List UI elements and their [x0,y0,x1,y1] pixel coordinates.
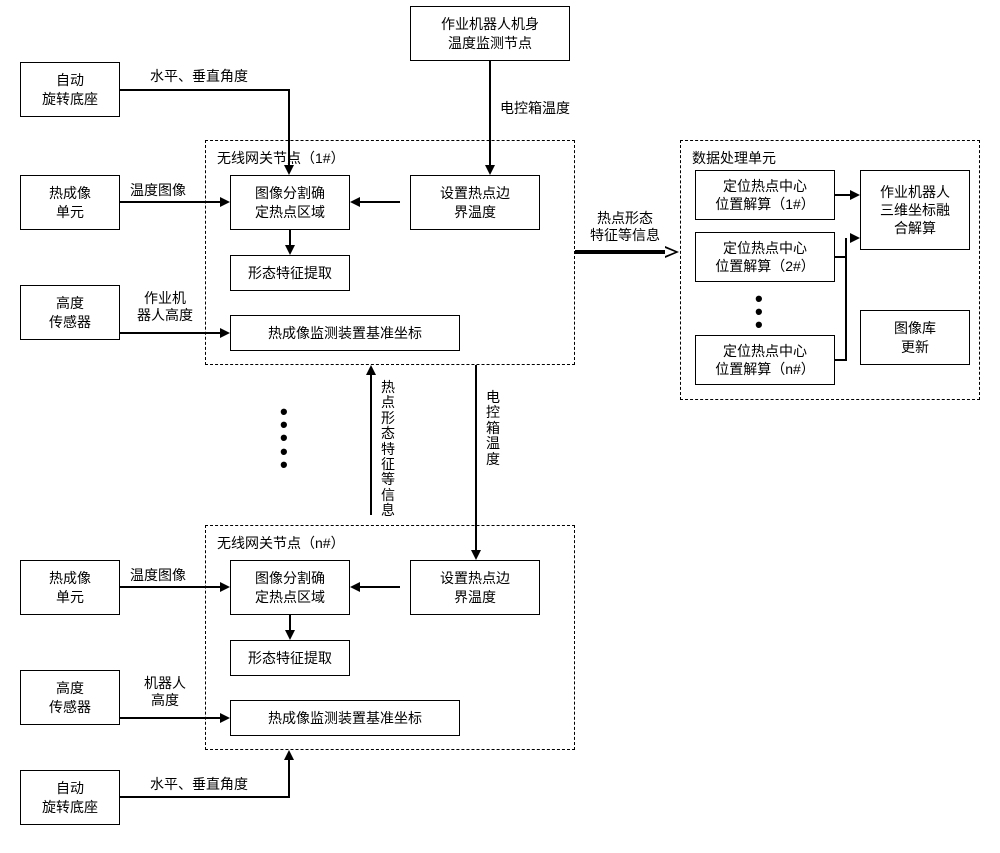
node-dpu-imglib: 图像库更新 [860,310,970,365]
edge-line [575,250,665,254]
node-dpu-pos1: 定位热点中心位置解算（1#） [695,170,835,220]
vdots-dpu: ••• [755,292,763,332]
vdots-gateways: ••••• [280,405,288,471]
node-thermal-unit-n: 热成像单元 [20,560,120,615]
node-auto-rotate-base-1: 自动旋转底座 [20,62,120,117]
node-gn-seg: 图像分割确定热点区域 [230,560,350,615]
edge-temp-img-1-label: 温度图像 [130,182,186,199]
edge-hv-angle-n-label: 水平、垂直角度 [150,776,248,793]
node-g1-settemp: 设置热点边界温度 [410,175,540,230]
edge-ecb-temp-label: 电控箱温度 [500,100,570,117]
arrow-right-icon [220,197,230,207]
node-gn-ref: 热成像监测装置基准坐标 [230,700,460,736]
edge-line [360,201,400,203]
node-dpu-fuse: 作业机器人三维坐标融合解算 [860,170,970,250]
edge-hotspot-info-out-label: 热点形态特征等信息 [580,210,670,244]
arrow-down-icon [284,165,294,175]
edge-line [120,796,290,798]
edge-line [120,717,220,719]
node-height-sensor-n: 高度传感器 [20,670,120,725]
edge-line [289,230,291,245]
node-auto-rotate-base-n: 自动旋转底座 [20,770,120,825]
node-robot-temp: 作业机器人机身温度监测节点 [410,6,570,61]
edge-line [835,256,845,258]
node-gn-feat: 形态特征提取 [230,640,350,676]
edge-line [360,586,400,588]
arrow-down-icon [285,245,295,255]
arrow-right-icon [850,190,860,200]
edge-line [475,365,477,550]
arrow-right-icon [220,582,230,592]
arrow-down-icon [285,630,295,640]
edge-hv-angle-1-label: 水平、垂直角度 [150,68,248,85]
arrow-down-icon [485,165,495,175]
edge-line [489,61,491,165]
edge-line [370,375,372,515]
group-gateway-n-title: 无线网关节点（n#） [215,533,347,553]
edge-line [835,194,850,196]
arrow-right-icon [220,328,230,338]
edge-robot-height-n-label: 机器人高度 [130,675,200,709]
edge-line [289,615,291,630]
arrow-up-icon [366,365,376,375]
edge-ecb-temp-vert-label: 电控箱温度 [485,390,501,467]
edge-temp-img-n-label: 温度图像 [130,567,186,584]
arrow-left-icon [350,582,360,592]
edge-robot-height-1-label: 作业机器人高度 [130,290,200,324]
edge-line [120,201,220,203]
node-g1-feat: 形态特征提取 [230,255,350,291]
node-thermal-unit-1: 热成像单元 [20,175,120,230]
arrow-down-icon [471,550,481,560]
node-robot-temp-label: 作业机器人机身温度监测节点 [441,15,539,51]
edge-line [845,250,847,361]
node-height-sensor-1: 高度传感器 [20,285,120,340]
node-dpu-pos2: 定位热点中心位置解算（2#） [695,232,835,282]
arrow-up-icon [284,750,294,760]
edge-hotspot-info-vert-label: 热点形态特征等信息 [380,380,396,519]
arrow-left-icon [350,197,360,207]
node-g1-seg: 图像分割确定热点区域 [230,175,350,230]
node-g1-ref: 热成像监测装置基准坐标 [230,315,460,351]
edge-line [288,760,290,798]
edge-line [835,359,845,361]
node-gn-settemp: 设置热点边界温度 [410,560,540,615]
group-gateway-1-title: 无线网关节点（1#） [215,148,347,168]
node-dpu-posn: 定位热点中心位置解算（n#） [695,335,835,385]
edge-line [120,89,290,91]
arrow-right-icon [850,233,860,243]
arrow-right-hollow-icon [665,246,679,258]
group-dpu-title: 数据处理单元 [690,148,778,168]
edge-line [120,332,220,334]
arrow-right-icon [220,713,230,723]
edge-line [120,586,220,588]
edge-line [288,89,290,165]
